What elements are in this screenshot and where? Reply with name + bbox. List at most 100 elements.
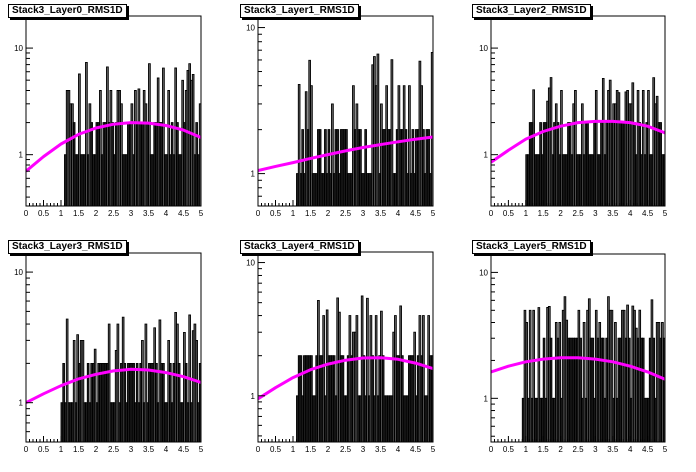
histogram-title-layer4: Stack3_Layer4_RMS1D [240,240,359,254]
histogram-bars [296,51,433,206]
x-tick-label: 0 [489,445,494,454]
x-tick-label: 2 [94,209,99,218]
x-tick-label: 2 [558,209,563,218]
x-tick-label: 1.5 [73,445,85,454]
histogram-pad-layer4: 0 0.5 1 1.5 2 2.5 3 3.5 4 4.5 5 1 10 Stack3_Layer4_R… [232,236,464,472]
x-tick-label: 4.5 [410,445,422,454]
histogram-bars [64,61,201,206]
y-tick-label: 10 [479,44,488,53]
fit-curve-group [26,121,201,173]
fit-curve [258,135,433,172]
y-tick-label: 1 [19,399,24,408]
histogram-pad-layer2: 0 0.5 1 1.5 2 2.5 3 3.5 4 4.5 5 1 10 Stack3_Layer2_R… [464,0,696,236]
x-tick-label: 1 [291,445,296,454]
histogram-pad-layer5: 0 0.5 1 1.5 2 2.5 3 3.5 4 4.5 5 1 10 Stack3_Layer5_R… [464,236,696,472]
x-tick-label: 2 [94,445,99,454]
x-tick-label: 5 [431,209,436,218]
y-tick-label: 10 [246,259,255,268]
x-tick-label: 3.5 [607,209,619,218]
histogram-bin [78,73,81,206]
x-tick-label: 3 [593,445,598,454]
histogram-pad-layer0: 0 0.5 1 1.5 2 2.5 3 3.5 4 4.5 5 1 10 Stack3_Layer0_R… [0,0,232,236]
x-tick-label: 2.5 [340,445,352,454]
x-tick-label: 4.5 [642,445,654,454]
x-tick-label: 3.5 [375,209,387,218]
y-tick-label: 10 [246,24,255,33]
fit-curve [258,356,433,401]
x-tick-label: 4.5 [642,209,654,218]
histogram-bin [376,53,380,206]
histogram-plot-layer0: 0 0.5 1 1.5 2 2.5 3 3.5 4 4.5 5 1 10 [14,15,204,218]
fit-curve-group [26,367,201,405]
x-tick-label: 1.5 [305,209,317,218]
histogram-bin [85,61,88,206]
histogram-title-layer2: Stack3_Layer2_RMS1D [472,4,591,18]
histogram-bin [81,339,85,442]
x-tick-label: 1 [59,209,64,218]
x-tick-label: 2.5 [340,209,352,218]
fit-curve-group [491,119,665,164]
x-tick-label: 4 [628,209,633,218]
histogram-title-layer3: Stack3_Layer3_RMS1D [8,240,127,254]
x-tick-label: 1 [59,445,64,454]
fit-curve [491,119,665,164]
fit-curve-group [491,356,665,381]
histogram-bin [614,322,617,442]
x-tick-label: 2.5 [572,209,584,218]
fit-curve-group [258,135,433,172]
histogram-bin [574,90,577,206]
histogram-plot-layer1: 0 0.5 1 1.5 2 2.5 3 3.5 4 4.5 5 1 10 [246,15,436,218]
histogram-pad-layer1: 0 0.5 1 1.5 2 2.5 3 3.5 4 4.5 5 1 10 Stack3_Layer1_R… [232,0,464,236]
histogram-bin [116,323,120,442]
histogram-bin [324,129,327,206]
x-tick-label: 3.5 [143,445,155,454]
x-tick-label: 0 [24,445,29,454]
x-tick-label: 4.5 [178,445,190,454]
y-tick-label: 10 [479,268,488,277]
fit-curve-group [258,356,433,401]
x-tick-label: 2 [326,209,331,218]
histogram-title-layer1: Stack3_Layer1_RMS1D [240,4,359,18]
x-tick-label: 4.5 [178,209,190,218]
x-tick-label: 3 [361,445,366,454]
x-tick-label: 4.5 [410,209,422,218]
x-tick-label: 4 [628,445,633,454]
histogram-pad-layer3: 0 0.5 1 1.5 2 2.5 3 3.5 4 4.5 5 1 10 Stack3_Layer3_R… [0,236,232,472]
x-tick-label: 1 [291,209,296,218]
x-tick-label: 1 [524,445,529,454]
histogram-bin [310,85,313,206]
histogram-title-layer5: Stack3_Layer5_RMS1D [472,240,591,254]
x-tick-label: 1 [524,209,529,218]
x-tick-label: 2.5 [108,209,120,218]
histogram-plot-layer2: 0 0.5 1 1.5 2 2.5 3 3.5 4 4.5 5 1 10 [479,15,668,218]
x-tick-label: 1.5 [538,445,550,454]
x-tick-label: 1.5 [538,209,550,218]
x-tick-label: 4 [396,445,401,454]
x-tick-label: 3.5 [375,445,387,454]
histogram-bin [355,315,359,442]
x-tick-label: 0.5 [503,209,515,218]
x-tick-label: 4 [164,445,169,454]
x-tick-label: 2.5 [108,445,120,454]
x-tick-label: 5 [663,209,668,218]
x-tick-label: 0.5 [38,209,50,218]
y-tick-label: 1 [251,392,256,401]
x-tick-label: 3 [129,209,134,218]
histogram-bars [60,311,201,442]
x-tick-label: 5 [199,209,204,218]
x-tick-label: 1.5 [305,445,317,454]
histogram-plot-layer4: 0 0.5 1 1.5 2 2.5 3 3.5 4 4.5 5 1 10 [246,251,436,454]
x-tick-label: 2.5 [572,445,584,454]
x-tick-label: 1.5 [73,209,85,218]
fit-curve [491,356,665,381]
x-tick-label: 3 [361,209,366,218]
x-tick-label: 3.5 [143,209,155,218]
x-tick-label: 2 [558,445,563,454]
x-tick-label: 3 [593,209,598,218]
x-tick-label: 0.5 [270,209,282,218]
x-tick-label: 0 [256,209,261,218]
fit-curve [26,367,201,405]
x-tick-label: 5 [199,445,204,454]
x-tick-label: 3.5 [607,445,619,454]
